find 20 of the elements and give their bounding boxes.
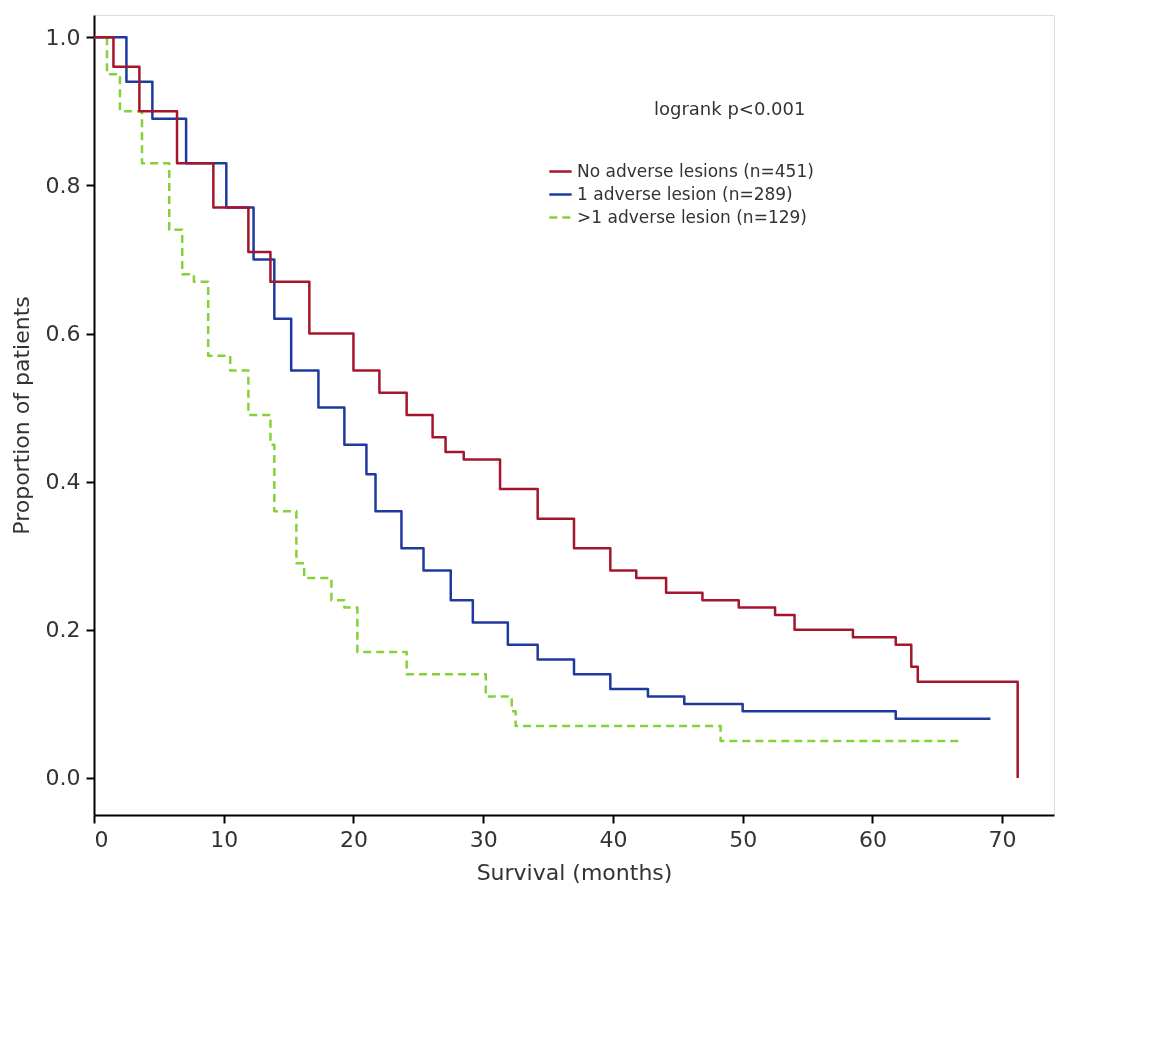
x-tick-label: 20 xyxy=(339,826,368,852)
y-tick-label: 1.0 xyxy=(45,24,81,50)
x-tick-label: 30 xyxy=(469,826,498,852)
x-tick-label: 70 xyxy=(988,826,1017,852)
legend-label: 1 adverse lesion (n=289) xyxy=(577,183,793,204)
y-axis-title: Proportion of patients xyxy=(8,296,34,535)
x-tick-label: 40 xyxy=(599,826,628,852)
x-tick-label: 0 xyxy=(94,826,109,852)
y-tick-label: 0.4 xyxy=(45,469,81,495)
x-tick-label: 50 xyxy=(729,826,758,852)
x-tick-label: 60 xyxy=(858,826,887,852)
y-tick-label: 0.0 xyxy=(45,765,81,791)
y-tick-label: 0.2 xyxy=(45,617,81,643)
legend-label: No adverse lesions (n=451) xyxy=(577,160,814,181)
y-tick-label: 0.6 xyxy=(45,321,81,347)
annotation: logrank p<0.001 xyxy=(654,98,806,119)
legend-label: >1 adverse lesion (n=129) xyxy=(577,206,807,227)
x-tick-label: 10 xyxy=(210,826,239,852)
y-tick-label: 0.8 xyxy=(45,172,81,198)
x-axis-title: Survival (months) xyxy=(476,859,673,885)
